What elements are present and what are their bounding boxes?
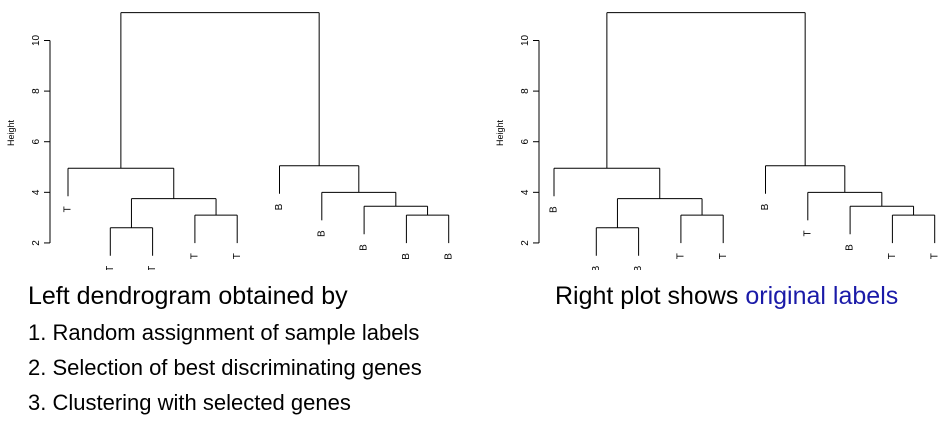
- leaf-label: T: [147, 266, 158, 270]
- y-tick-label: 6: [31, 138, 42, 144]
- step-item: 3. Clustering with selected genes: [28, 390, 351, 415]
- step-list: 1. Random assignment of sample labels 2.…: [28, 318, 422, 423]
- left-caption: Left dendrogram obtained by: [28, 282, 348, 310]
- leaf-label: B: [760, 203, 771, 210]
- y-tick-label: 10: [520, 34, 531, 46]
- y-tick-label: 8: [31, 88, 42, 94]
- y-axis-label: Height: [495, 119, 505, 146]
- y-tick-label: 2: [520, 240, 531, 246]
- y-tick-label: 6: [520, 138, 531, 144]
- step-item: 1. Random assignment of sample labels: [28, 320, 420, 345]
- leaf-label: B: [845, 244, 856, 251]
- leaf-label: T: [190, 253, 201, 259]
- leaf-label: B: [443, 253, 454, 260]
- leaf-label: T: [232, 253, 243, 259]
- leaf-label: T: [63, 206, 74, 212]
- leaf-label: B: [633, 265, 644, 270]
- leaf-label: T: [887, 253, 898, 259]
- y-tick-label: 2: [31, 240, 42, 246]
- leaf-label: T: [929, 253, 940, 259]
- y-axis-label: Height: [6, 119, 16, 146]
- leaf-label: B: [591, 265, 602, 270]
- leaf-label: B: [549, 206, 560, 213]
- leaf-label: T: [105, 266, 116, 270]
- y-tick-label: 10: [31, 34, 42, 46]
- right-caption-prefix: Right plot shows: [555, 282, 746, 310]
- leaf-label: T: [802, 230, 813, 236]
- y-tick-label: 4: [31, 189, 42, 195]
- right-caption-highlight: original labels: [745, 282, 899, 310]
- leaf-label: T: [718, 253, 729, 259]
- y-tick-label: 8: [520, 88, 531, 94]
- dendrogram-plots: 2 4 6 8 10 Height T T T T T B B B B B 2 4 6 8 10 Height B B B T T B…: [6, 12, 940, 270]
- leaf-label: B: [359, 244, 370, 251]
- leaf-label: B: [316, 230, 327, 237]
- leaf-label: B: [401, 253, 412, 260]
- y-tick-label: 4: [520, 189, 531, 195]
- dendrogram-right: 2 4 6 8 10 Height B B B T T B T B T T: [495, 12, 940, 270]
- dendrogram-left: 2 4 6 8 10 Height T T T T T B B B B B: [6, 12, 454, 270]
- step-item: 2. Selection of best discriminating gene…: [28, 355, 422, 380]
- leaf-label: T: [676, 253, 687, 259]
- leaf-label: B: [274, 203, 285, 210]
- right-caption: Right plot shows original labels: [555, 282, 898, 311]
